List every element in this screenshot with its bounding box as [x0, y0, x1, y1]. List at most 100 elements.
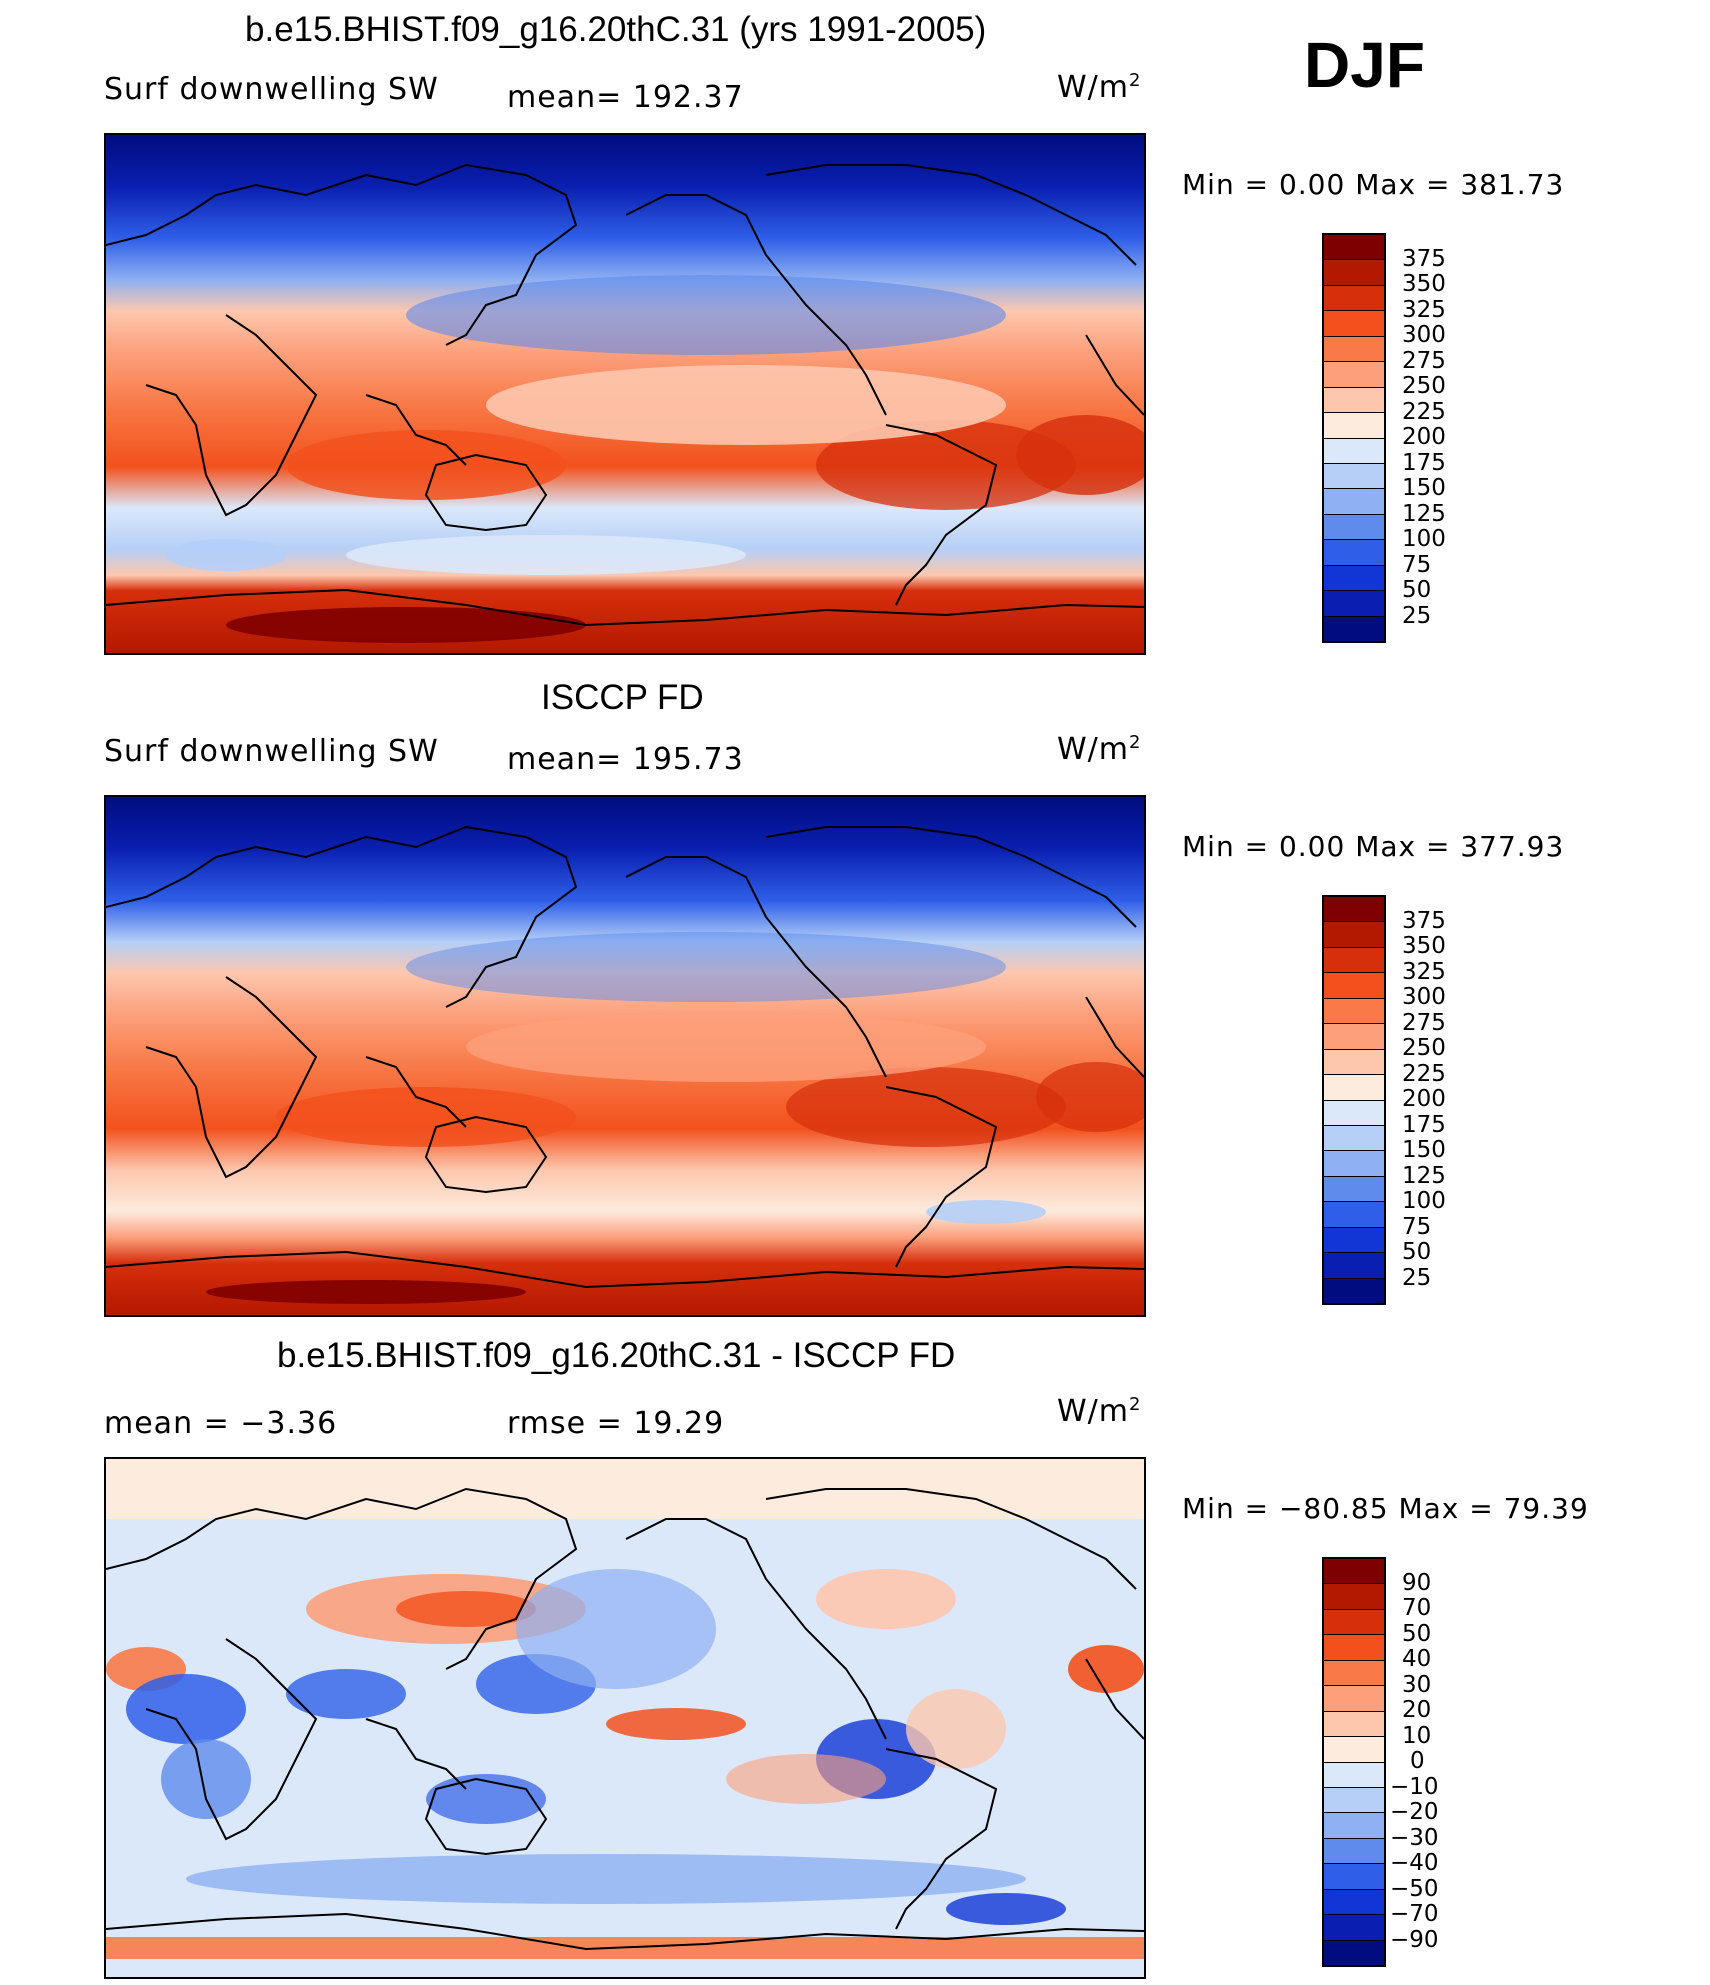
colorbar-swatch [1324, 1915, 1384, 1941]
colorbar-swatch [1324, 1151, 1384, 1177]
panel1-minmax: Min = 0.00 Max = 381.73 [1182, 168, 1565, 201]
colorbar-tick: 350 [1402, 271, 1446, 297]
colorbar-tick: 225 [1402, 1061, 1446, 1087]
colorbar-swatch [1324, 947, 1384, 974]
panel1-title: b.e15.BHIST.f09_g16.20thC.31 (yrs 1991-2… [245, 10, 987, 49]
colorbar-swatch [1324, 1559, 1384, 1585]
panel3-units-label: W/m2 [1057, 1394, 1142, 1429]
colorbar-swatch [1324, 1635, 1384, 1661]
colorbar-swatch [1324, 413, 1384, 439]
colorbar-swatch [1324, 1176, 1384, 1203]
panel1-mean-label: mean= 192.37 [507, 80, 744, 115]
colorbar-swatch [1324, 387, 1384, 414]
colorbar-swatch [1324, 463, 1384, 490]
panel2-title: ISCCP FD [541, 678, 704, 717]
colorbar-swatch [1324, 1202, 1384, 1228]
colorbar-tick: 125 [1402, 1163, 1446, 1189]
panel3-rmse-label: rmse = 19.29 [507, 1406, 725, 1441]
colorbar-tick: 175 [1402, 450, 1446, 476]
colorbar-tick: 150 [1402, 1137, 1446, 1163]
colorbar-swatch [1324, 1813, 1384, 1839]
colorbar-tick: 25 [1402, 1265, 1432, 1291]
colorbar-swatch [1324, 1100, 1384, 1126]
colorbar-tick: 125 [1402, 501, 1446, 527]
colorbar-swatch [1324, 235, 1384, 261]
colorbar-tick: 325 [1402, 297, 1446, 323]
colorbar-tick: 10 [1402, 1723, 1432, 1749]
colorbar-swatch [1324, 973, 1384, 999]
panel3-title: b.e15.BHIST.f09_g16.20thC.31 - ISCCP FD [277, 1336, 956, 1375]
colorbar-tick: −90 [1390, 1927, 1439, 1953]
colorbar-tick: 30 [1402, 1672, 1432, 1698]
colorbar-swatch [1324, 1660, 1384, 1687]
colorbar-tick: 75 [1402, 552, 1432, 578]
colorbar-swatch [1324, 616, 1384, 641]
colorbar-tick: 100 [1402, 526, 1446, 552]
colorbar-swatch [1324, 260, 1384, 286]
panel2-minmax: Min = 0.00 Max = 377.93 [1182, 830, 1565, 863]
colorbar-swatch [1324, 1787, 1384, 1814]
colorbar-swatch [1324, 1584, 1384, 1610]
colorbar-tick: 25 [1402, 603, 1432, 629]
colorbar-swatch [1324, 565, 1384, 592]
colorbar-swatch [1324, 540, 1384, 566]
colorbar-swatch [1324, 591, 1384, 617]
colorbar-tick: 225 [1402, 399, 1446, 425]
panel1-variable-label: Surf downwelling SW [104, 72, 439, 107]
colorbar-tick: 70 [1402, 1595, 1432, 1621]
colorbar-tick: 275 [1402, 348, 1446, 374]
panel2-map-field [106, 797, 1144, 1315]
panel3-map [104, 1457, 1146, 1979]
colorbar-tick: 375 [1402, 908, 1446, 934]
colorbar-swatch [1324, 1762, 1384, 1788]
colorbar-tick: 20 [1402, 1697, 1432, 1723]
colorbar-tick: 200 [1402, 1086, 1446, 1112]
colorbar-swatch [1324, 1125, 1384, 1152]
colorbar-swatch [1324, 1889, 1384, 1916]
colorbar-swatch [1324, 1838, 1384, 1865]
colorbar-swatch [1324, 1278, 1384, 1303]
colorbar-tick: −30 [1390, 1825, 1439, 1851]
season-label: DJF [1304, 29, 1425, 101]
colorbar-swatch [1324, 336, 1384, 363]
colorbar-tick: 200 [1402, 424, 1446, 450]
panel1-map-field [106, 135, 1144, 653]
colorbar-swatch [1324, 1940, 1384, 1965]
panel2-colorbar [1322, 895, 1386, 1305]
panel2-map [104, 795, 1146, 1317]
colorbar-swatch [1324, 922, 1384, 948]
colorbar-swatch [1324, 1253, 1384, 1279]
colorbar-tick: 350 [1402, 933, 1446, 959]
panel1-colorbar [1322, 233, 1386, 643]
colorbar-swatch [1324, 489, 1384, 515]
panel3-minmax: Min = −80.85 Max = 79.39 [1182, 1492, 1589, 1525]
colorbar-tick: −10 [1390, 1774, 1439, 1800]
colorbar-tick: 50 [1402, 577, 1432, 603]
colorbar-tick: 275 [1402, 1010, 1446, 1036]
panel3-mean-label: mean = −3.36 [104, 1406, 338, 1441]
colorbar-tick: −20 [1390, 1799, 1439, 1825]
colorbar-tick: 375 [1402, 246, 1446, 272]
colorbar-tick: −70 [1390, 1901, 1439, 1927]
panel2-units-label: W/m2 [1057, 732, 1142, 767]
colorbar-tick: 50 [1402, 1239, 1432, 1265]
colorbar-swatch [1324, 1609, 1384, 1636]
colorbar-swatch [1324, 1049, 1384, 1076]
colorbar-tick: 250 [1402, 373, 1446, 399]
panel3-map-field [106, 1459, 1144, 1977]
colorbar-tick: 300 [1402, 984, 1446, 1010]
colorbar-swatch [1324, 998, 1384, 1025]
colorbar-tick: 150 [1402, 475, 1446, 501]
colorbar-tick: −50 [1390, 1876, 1439, 1902]
colorbar-tick: 50 [1402, 1621, 1432, 1647]
colorbar-swatch [1324, 362, 1384, 388]
colorbar-tick: 325 [1402, 959, 1446, 985]
colorbar-tick: 75 [1402, 1214, 1432, 1240]
colorbar-swatch [1324, 1075, 1384, 1101]
panel3-colorbar [1322, 1557, 1386, 1967]
colorbar-tick: 250 [1402, 1035, 1446, 1061]
colorbar-tick: 40 [1402, 1646, 1432, 1672]
colorbar-tick: 0 [1410, 1748, 1425, 1774]
colorbar-swatch [1324, 1864, 1384, 1890]
panel1-units-label: W/m2 [1057, 70, 1142, 105]
